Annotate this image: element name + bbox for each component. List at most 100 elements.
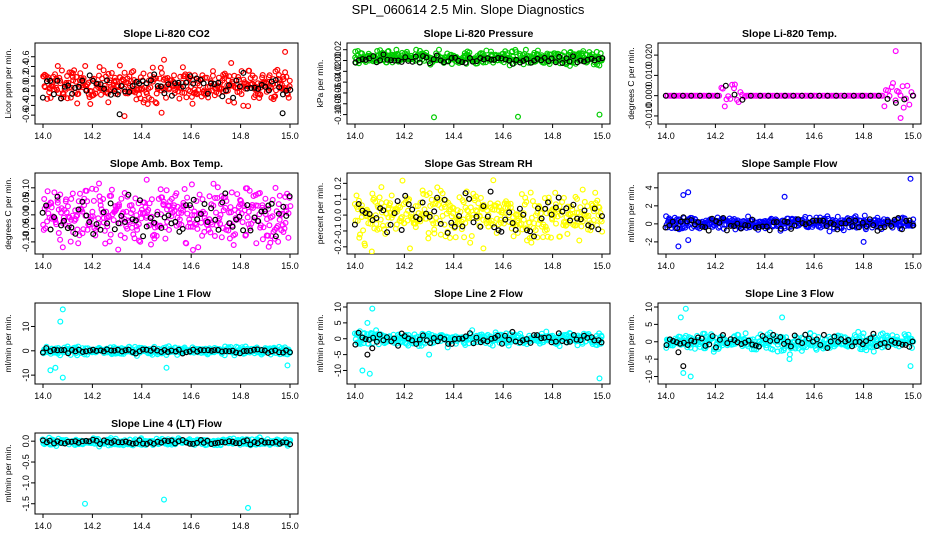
data-point <box>194 439 201 446</box>
x-tick-label: 14.2 <box>84 261 102 271</box>
data-point <box>179 350 186 357</box>
data-point <box>480 203 487 210</box>
data-point <box>148 213 155 220</box>
data-point <box>875 92 882 99</box>
data-point <box>663 344 670 351</box>
data-point <box>456 194 463 201</box>
data-point <box>176 216 183 223</box>
data-point <box>727 336 734 343</box>
data-point <box>906 343 913 350</box>
data-point <box>476 212 483 219</box>
data-point <box>391 335 398 342</box>
data-point <box>134 226 141 233</box>
data-point <box>802 331 809 338</box>
data-point <box>409 58 416 65</box>
data-point <box>68 195 75 202</box>
y-tick-label: 5 <box>333 320 343 325</box>
data-point <box>673 339 680 346</box>
data-point <box>246 187 253 194</box>
data-point <box>265 439 272 446</box>
data-point <box>240 348 247 355</box>
data-point <box>47 226 54 233</box>
data-point <box>426 60 433 67</box>
x-tick-label: 14.4 <box>756 391 774 401</box>
data-point <box>859 92 866 99</box>
data-point <box>197 211 204 218</box>
data-point <box>473 58 480 65</box>
data-point <box>355 329 362 336</box>
y-tick-label: 2 <box>644 203 654 208</box>
data-point <box>420 332 427 339</box>
data-point <box>266 87 273 94</box>
data-point <box>69 90 76 97</box>
data-point <box>163 187 170 194</box>
data-point <box>222 348 229 355</box>
data-point <box>581 198 588 205</box>
x-tick-label: 15.0 <box>593 131 611 141</box>
x-tick-label: 14.6 <box>182 131 200 141</box>
data-point <box>542 205 549 212</box>
data-point <box>186 216 193 223</box>
data-point <box>376 194 383 201</box>
data-point <box>108 69 115 76</box>
data-point <box>108 186 115 193</box>
data-point <box>57 95 64 102</box>
data-point <box>447 234 454 241</box>
x-tick-label: 14.0 <box>346 391 364 401</box>
panel-title: Slope Amb. Box Temp. <box>110 158 223 170</box>
data-point <box>247 441 254 448</box>
plot-frame <box>34 302 299 385</box>
data-point <box>286 83 293 90</box>
data-point <box>269 196 276 203</box>
data-point <box>677 218 684 225</box>
data-point <box>133 440 140 447</box>
data-point <box>773 337 780 344</box>
data-point <box>430 56 437 63</box>
data-point <box>409 340 416 347</box>
data-point <box>786 356 793 363</box>
data-point <box>506 57 513 64</box>
data-point <box>907 175 914 182</box>
data-point <box>372 212 379 219</box>
data-point <box>211 347 218 354</box>
data-point <box>770 219 777 226</box>
data-point <box>132 217 139 224</box>
data-point <box>735 332 742 339</box>
data-point <box>863 223 870 230</box>
data-point <box>541 54 548 61</box>
panel-title: Slope Line 1 Flow <box>122 288 212 300</box>
y-tick-label: -10 <box>21 369 31 382</box>
y-axis-label: degrees C per min. <box>3 177 13 249</box>
data-point <box>352 341 359 348</box>
data-point <box>184 194 191 201</box>
data-point <box>552 189 559 196</box>
data-point <box>867 335 874 342</box>
data-point <box>388 192 395 199</box>
data-point <box>759 333 766 340</box>
data-point <box>68 224 75 231</box>
data-point <box>395 57 402 64</box>
data-point <box>412 53 419 60</box>
plot-frame <box>657 172 922 255</box>
data-point <box>567 330 574 337</box>
data-point <box>860 238 867 245</box>
data-point <box>777 334 784 341</box>
data-point <box>60 217 67 224</box>
data-point <box>767 92 774 99</box>
data-point <box>889 80 896 87</box>
data-point <box>147 215 154 222</box>
data-point <box>140 440 147 447</box>
data-point <box>207 229 214 236</box>
data-point <box>899 83 906 90</box>
x-tick-label: 14.2 <box>396 261 414 271</box>
data-point <box>140 70 147 77</box>
data-point <box>362 56 369 63</box>
y-tick-label: -0.04 <box>333 72 343 93</box>
data-point <box>688 92 695 99</box>
data-point <box>579 186 586 193</box>
data-point <box>197 76 204 83</box>
data-point <box>179 64 186 71</box>
data-point <box>859 341 866 348</box>
panel-2: Slope Li-820 Pressure 14.0 14.2 14.4 14.6 14.… <box>315 28 611 141</box>
data-point <box>456 335 463 342</box>
